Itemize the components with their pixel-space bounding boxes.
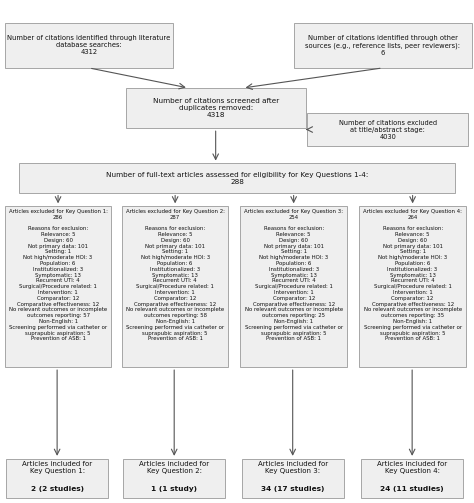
Bar [6, 459, 108, 498]
Bar [294, 23, 472, 68]
Text: Number of citations identified through other
sources (e.g., reference lists, pee: Number of citations identified through o… [305, 35, 460, 55]
Text: Number of citations screened after
duplicates removed:
4318: Number of citations screened after dupli… [153, 98, 279, 118]
Bar [307, 113, 468, 146]
Bar [5, 23, 173, 68]
Bar [242, 459, 344, 498]
Bar [126, 88, 306, 128]
Bar [240, 206, 347, 367]
Text: Number of citations excluded
at title/abstract stage:
4030: Number of citations excluded at title/ab… [338, 120, 437, 139]
Text: Articles included for
Key Question 3:: Articles included for Key Question 3: [258, 461, 328, 474]
Text: Articles excluded for Key Question 3:
254

Reasons for exclusion:
Relevance: 5
D: Articles excluded for Key Question 3: 25… [244, 209, 343, 342]
Text: Number of full-text articles assessed for eligibility for Key Questions 1-4:
288: Number of full-text articles assessed fo… [106, 172, 368, 185]
Bar [19, 163, 455, 193]
Bar [359, 206, 466, 367]
Text: Number of citations identified through literature
database searches:
4312: Number of citations identified through l… [7, 35, 171, 55]
Text: Articles excluded for Key Question 1:
286

Reasons for exclusion:
Relevance: 5
D: Articles excluded for Key Question 1: 28… [9, 209, 108, 342]
Text: Articles included for
Key Question 2:: Articles included for Key Question 2: [139, 461, 209, 474]
Text: Articles excluded for Key Question 2:
287

Reasons for exclusion:
Relevance: 5
D: Articles excluded for Key Question 2: 28… [126, 209, 225, 342]
Text: 1 (1 study): 1 (1 study) [151, 486, 197, 492]
Bar [361, 459, 463, 498]
Text: Articles excluded for Key Question 4:
264

Reasons for exclusion:
Relevance: 5
D: Articles excluded for Key Question 4: 26… [363, 209, 462, 342]
Text: 24 (11 studies): 24 (11 studies) [380, 486, 444, 492]
Text: 2 (2 studies): 2 (2 studies) [31, 486, 83, 492]
Bar [122, 206, 228, 367]
Text: Articles included for
Key Question 1:: Articles included for Key Question 1: [22, 461, 92, 474]
Text: 34 (17 studies): 34 (17 studies) [261, 486, 324, 492]
Text: Articles included for
Key Question 4:: Articles included for Key Question 4: [377, 461, 447, 474]
Bar [123, 459, 225, 498]
Bar [5, 206, 111, 367]
